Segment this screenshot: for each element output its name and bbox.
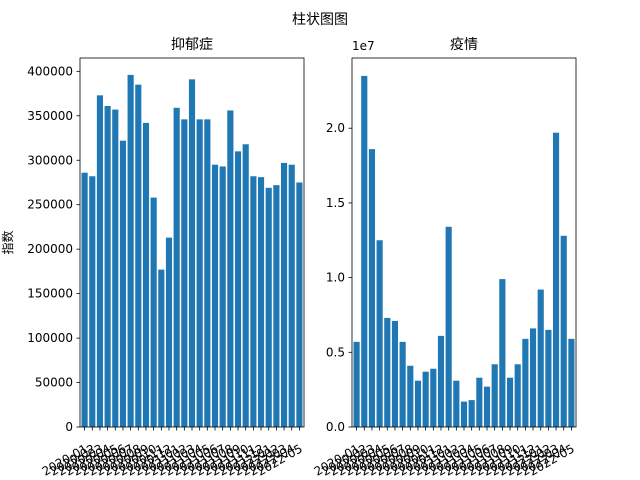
y-offset-label: 1e7 bbox=[352, 39, 375, 53]
bar-2021-12 bbox=[529, 328, 537, 427]
bar-2020-11 bbox=[430, 368, 437, 427]
bar-2022-04 bbox=[288, 164, 295, 427]
bar-2021-05 bbox=[204, 119, 211, 427]
bar-2020-04 bbox=[376, 240, 383, 427]
y-axis-label: 指数 bbox=[0, 230, 15, 254]
bar-2020-08 bbox=[135, 84, 142, 428]
y-tick-label: 0 bbox=[65, 420, 73, 434]
y-tick-label: 150000 bbox=[27, 287, 73, 301]
figure-suptitle: 柱状图图 bbox=[292, 12, 348, 28]
bar-2021-01 bbox=[173, 107, 180, 427]
bar-2021-06 bbox=[483, 386, 491, 427]
y-tick-label: 50000 bbox=[35, 376, 73, 390]
y-tick-label: 200000 bbox=[27, 242, 73, 256]
y-tick-label: 2.0 bbox=[326, 121, 345, 135]
bar-2021-03 bbox=[188, 79, 196, 427]
bar-2021-02 bbox=[181, 119, 188, 427]
bar-2020-05 bbox=[112, 109, 119, 427]
y-tick-label: 350000 bbox=[27, 109, 73, 123]
bar-2020-12 bbox=[437, 335, 445, 427]
bar-2020-01 bbox=[81, 172, 88, 427]
bar-2020-05 bbox=[384, 317, 391, 427]
bar-2021-07 bbox=[219, 166, 226, 428]
bar-2020-07 bbox=[399, 341, 406, 427]
bar-2021-11 bbox=[522, 338, 529, 427]
bar-2021-08 bbox=[499, 279, 506, 427]
bar-2020-08 bbox=[407, 365, 414, 427]
bar-2022-03 bbox=[552, 132, 560, 427]
bar-2022-05 bbox=[296, 182, 303, 427]
bar-2020-10 bbox=[150, 197, 157, 427]
bar-2021-10 bbox=[242, 144, 249, 427]
bar-2020-10 bbox=[422, 371, 429, 427]
bar-2021-08 bbox=[227, 110, 234, 428]
bar-2020-07 bbox=[127, 74, 134, 427]
bar-2021-09 bbox=[234, 151, 242, 428]
depression-chart: 0 50000 100000 150000 200000 250000 300000 3500… bbox=[0, 37, 305, 479]
bar-2020-09 bbox=[142, 122, 150, 427]
y-tick-label: 100000 bbox=[27, 331, 73, 345]
bar-2020-04 bbox=[104, 106, 111, 427]
bar-2020-02 bbox=[361, 75, 368, 428]
bar-2021-04 bbox=[196, 119, 203, 427]
bar-2021-06 bbox=[211, 164, 219, 427]
chart-title: 疫情 bbox=[450, 37, 478, 53]
bar-2021-04 bbox=[468, 400, 475, 427]
bar-2020-11 bbox=[158, 269, 165, 427]
y-tick-label: 1.5 bbox=[326, 196, 345, 210]
bar-2022-02 bbox=[545, 329, 552, 427]
bar-2020-12 bbox=[165, 237, 173, 427]
bar-2020-01 bbox=[353, 341, 360, 427]
y-tick-label: 1.0 bbox=[326, 271, 345, 285]
bar-2022-01 bbox=[265, 187, 272, 427]
y-tick-label: 0.5 bbox=[326, 345, 345, 359]
bar-2022-04 bbox=[560, 235, 567, 427]
bar-2021-09 bbox=[506, 377, 514, 427]
y-tick-label: 0.0 bbox=[326, 420, 345, 434]
bar-2021-10 bbox=[514, 364, 521, 427]
bar-2021-02 bbox=[453, 380, 460, 427]
y-tick-label: 400000 bbox=[27, 64, 73, 78]
chart-title: 抑郁症 bbox=[171, 37, 213, 53]
bar-2021-11 bbox=[250, 176, 257, 427]
bar-2022-03 bbox=[280, 162, 288, 428]
bar-2020-09 bbox=[414, 380, 422, 427]
y-tick-label: 250000 bbox=[27, 198, 73, 212]
y-tick-label: 300000 bbox=[27, 153, 73, 167]
bar-2020-02 bbox=[89, 176, 96, 427]
bar-2021-03 bbox=[460, 401, 468, 427]
bar-2020-06 bbox=[119, 140, 127, 427]
bar-2021-12 bbox=[257, 177, 265, 427]
bar-2022-05 bbox=[568, 338, 575, 427]
bar-2022-02 bbox=[273, 185, 280, 427]
epidemic-chart: 0.00.51.01.52.02020-012020-022020-032020… bbox=[312, 37, 577, 479]
bar-2020-03 bbox=[368, 149, 376, 427]
bar-2021-07 bbox=[491, 364, 498, 427]
bar-2020-03 bbox=[96, 95, 104, 427]
bar-2022-01 bbox=[537, 289, 544, 427]
bar-2021-01 bbox=[445, 226, 452, 427]
bar-2020-06 bbox=[391, 320, 399, 427]
bar-2021-05 bbox=[476, 377, 483, 427]
